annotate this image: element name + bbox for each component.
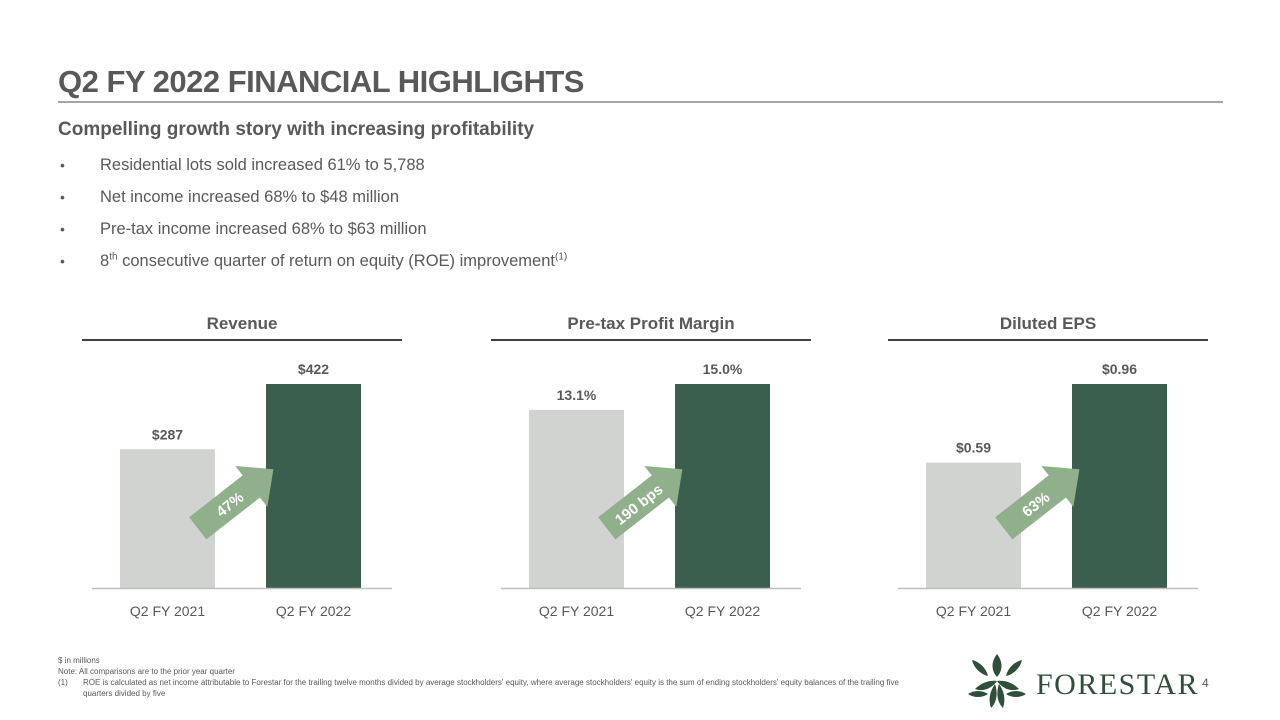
bar-value-label: $0.96 (1102, 361, 1137, 377)
category-label: Q2 FY 2021 (936, 603, 1011, 619)
list-item: • Net income increased 68% to $48 million (60, 188, 399, 206)
category-label: Q2 FY 2021 (130, 603, 205, 619)
bar-current-year (266, 384, 361, 588)
comparison-note: Note: All comparisons are to the prior y… (58, 667, 235, 676)
chart-title: Diluted EPS (999, 314, 1097, 333)
category-label: Q2 FY 2022 (276, 603, 351, 619)
category-label: Q2 FY 2022 (1082, 603, 1157, 619)
growth-arrow-shape (995, 465, 1080, 540)
pretax-margin-chart: Pre-tax Profit Margin 13.1% Q2 FY 2021 15.… (491, 310, 821, 630)
category-label: Q2 FY 2022 (685, 603, 760, 619)
list-item: • 8th consecutive quarter of return on eq… (60, 251, 568, 270)
brand-name: FORESTAR (1036, 668, 1199, 701)
units-note: $ in millions (58, 656, 100, 665)
bullet-icon: • (60, 221, 65, 237)
growth-arrow-shape (189, 465, 274, 540)
title-divider (58, 101, 1223, 103)
chart-title: Pre-tax Profit Margin (567, 314, 735, 333)
list-item: • Residential lots sold increased 61% to … (60, 156, 425, 174)
bullet-icon: • (60, 189, 65, 205)
footnote-number: (1) (58, 678, 68, 687)
list-item: • Pre-tax income increased 68% to $63 mil… (60, 220, 427, 238)
bar-value-label: 13.1% (557, 387, 597, 403)
footnote-1: (1) ROE is calculated as net income attr… (58, 677, 903, 699)
growth-arrow-shape (598, 465, 683, 540)
forestar-leaf-star-logo-icon (968, 654, 1026, 708)
bar-current-year (675, 384, 770, 588)
diluted-eps-chart: Diluted EPS $0.59 Q2 FY 2021 $0.96 Q2 FY 20… (888, 310, 1218, 630)
footnote-ref: (1) (554, 251, 568, 263)
footnotes: $ in millions Note: All comparisons are … (58, 655, 903, 699)
page-title: Q2 FY 2022 FINANCIAL HIGHLIGHTS (58, 64, 584, 99)
bullet-icon: • (60, 253, 65, 269)
chart-title: Revenue (206, 314, 278, 333)
footnote-text: ROE is calculated as net income attribut… (83, 678, 899, 698)
bar-value-label: $422 (298, 361, 329, 377)
chart-title-rule (82, 339, 402, 341)
page-subtitle: Compelling growth story with increasing … (58, 119, 535, 140)
chart-title-rule (491, 339, 811, 341)
highlights-list: • Residential lots sold increased 61% to … (58, 154, 567, 282)
bullet-icon: • (60, 157, 65, 173)
bar-current-year (1072, 384, 1167, 588)
bar-value-label: 15.0% (703, 361, 743, 377)
revenue-chart: Revenue $287 Q2 FY 2021 $422 Q2 FY 2022 47% (82, 310, 412, 630)
bar-prior-year (529, 409, 624, 588)
page-number: 4 (1202, 676, 1209, 690)
category-label: Q2 FY 2021 (539, 603, 614, 619)
chart-title-rule (888, 339, 1208, 341)
bar-value-label: $287 (152, 426, 183, 442)
bar-value-label: $0.59 (956, 440, 991, 456)
